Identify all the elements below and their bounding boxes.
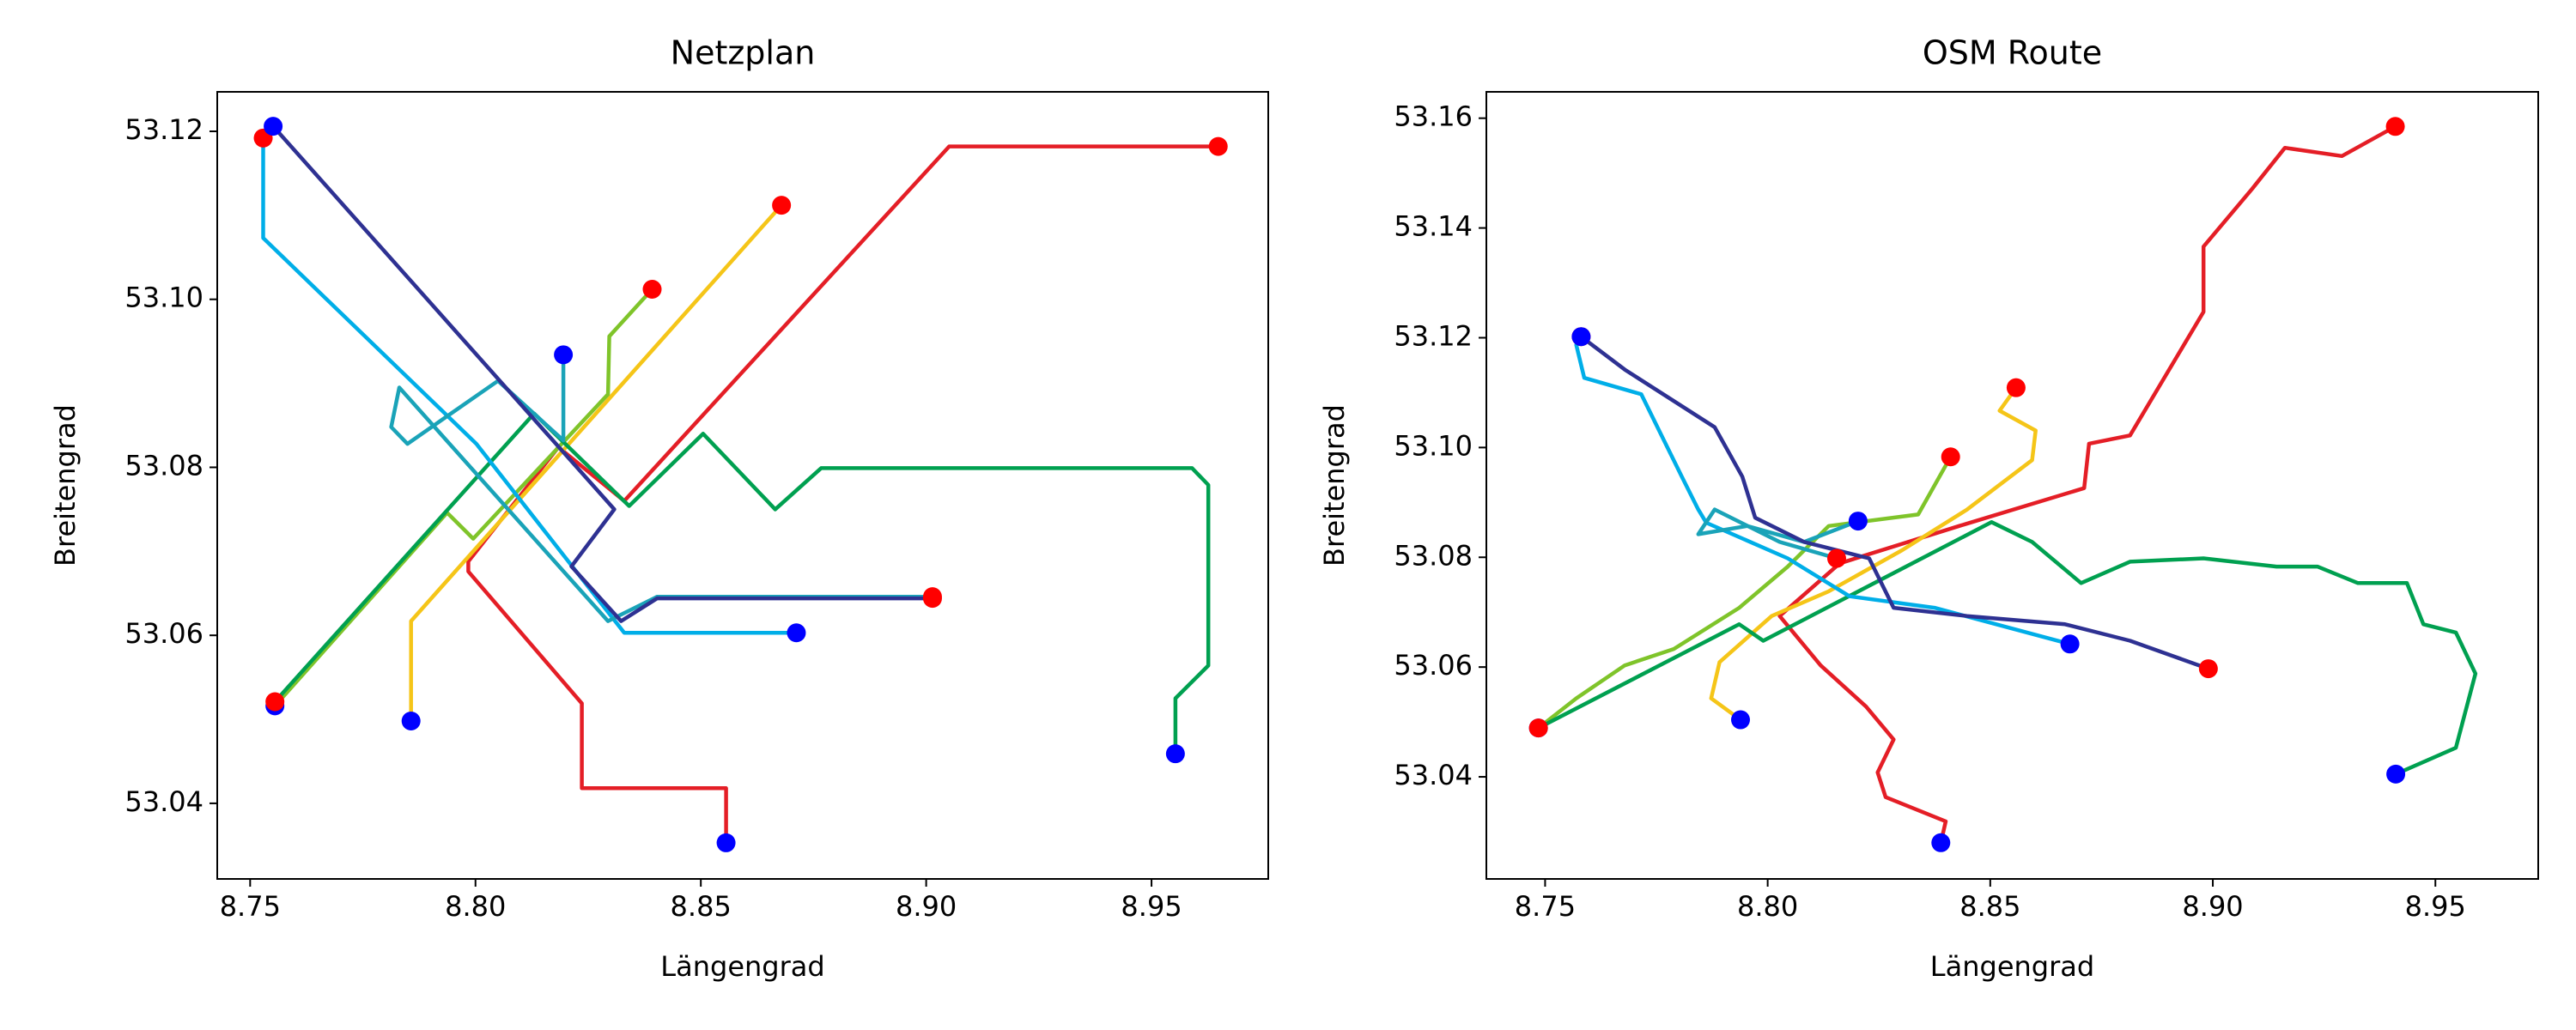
subplot: 8.75 8.80 8.85 8.90 8.95 53.04 53.06 53.08 53.10… [49, 34, 1269, 983]
route-line [466, 144, 1218, 843]
y-tick-label: 53.08 [125, 449, 204, 482]
chart-title: OSM Route [1923, 34, 2102, 72]
x-tick-label: 8.75 [1515, 890, 1576, 923]
x-tick-label: 8.85 [1959, 890, 2020, 923]
end-marker [2198, 659, 2218, 679]
start-marker [264, 117, 283, 136]
end-marker [2006, 378, 2026, 397]
y-tick-label: 53.06 [125, 617, 204, 650]
route-line [1777, 124, 2397, 844]
y-axis-label: Breitengrad [49, 404, 82, 566]
x-tick-label: 8.85 [671, 890, 732, 923]
x-axis-label: Längengrad [1930, 950, 2094, 983]
x-tick-label: 8.80 [445, 890, 506, 923]
end-marker [1826, 548, 1846, 568]
x-tick-label: 8.75 [220, 890, 281, 923]
y-tick-label: 53.08 [1394, 539, 1473, 572]
start-marker [1931, 833, 1951, 852]
start-marker [716, 833, 736, 852]
y-tick-label: 53.10 [125, 282, 204, 314]
route-line [1574, 336, 2071, 646]
route-line [1580, 335, 2209, 671]
end-marker [1528, 718, 1548, 738]
y-tick-label: 53.06 [1394, 649, 1473, 682]
start-marker [787, 623, 806, 643]
x-tick-label: 8.80 [1737, 890, 1798, 923]
start-marker [554, 345, 574, 365]
route-line [1537, 520, 2478, 776]
plot-area [1528, 117, 2478, 852]
end-marker [1208, 136, 1228, 156]
y-tick-label: 53.12 [1394, 319, 1473, 352]
subplot: 8.75 8.80 8.85 8.90 8.95 53.04 53.06 53.08 53.10… [1318, 34, 2539, 983]
route-line [273, 411, 1211, 754]
route-line [409, 203, 783, 721]
route-line [1537, 456, 1953, 730]
route-line [261, 137, 797, 635]
start-marker [1571, 327, 1591, 347]
x-axis-label: Längengrad [660, 950, 824, 983]
end-marker [1941, 447, 1960, 467]
y-tick-label: 53.10 [1394, 429, 1473, 462]
start-marker [1848, 512, 1868, 531]
end-marker [922, 589, 942, 609]
x-tick-label: 8.95 [2405, 890, 2466, 923]
axes-frame [1485, 91, 2539, 880]
route-line [389, 354, 933, 623]
start-marker [1731, 710, 1751, 730]
end-marker [265, 692, 285, 712]
start-marker [2386, 764, 2406, 784]
y-tick-label: 53.16 [1394, 100, 1473, 133]
route-line [1709, 386, 2038, 722]
start-marker [1165, 744, 1185, 764]
end-marker [2385, 117, 2405, 136]
route-line [271, 124, 933, 623]
y-tick-label: 53.04 [125, 785, 204, 818]
start-marker [401, 712, 421, 731]
y-axis-label: Breitengrad [1318, 404, 1351, 566]
y-tick-label: 53.04 [1394, 759, 1473, 791]
axes-frame [216, 91, 1269, 880]
y-tick-label: 53.14 [1394, 210, 1473, 243]
start-marker [2060, 634, 2080, 654]
x-tick-label: 8.90 [2182, 890, 2243, 923]
end-marker [772, 196, 792, 215]
plot-area [253, 117, 1228, 852]
y-tick-label: 53.12 [125, 113, 204, 146]
x-tick-label: 8.90 [896, 890, 957, 923]
chart-title: Netzplan [671, 34, 816, 72]
route-line [273, 288, 654, 707]
x-tick-label: 8.95 [1121, 890, 1182, 923]
end-marker [642, 279, 662, 299]
